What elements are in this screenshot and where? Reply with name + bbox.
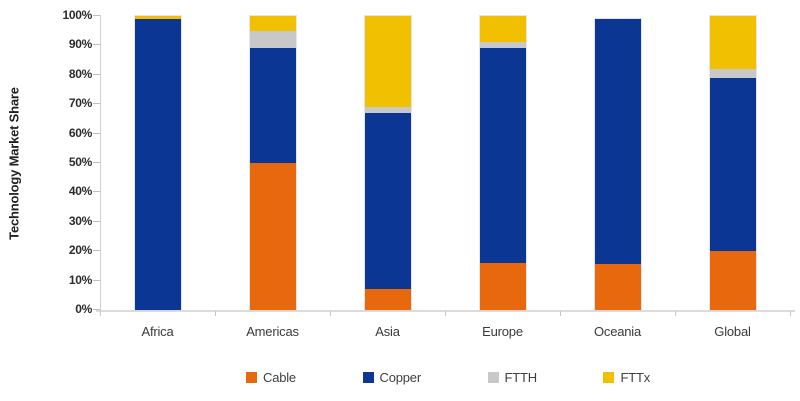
bar-segment-copper: [249, 48, 296, 163]
bar-segment-copper: [594, 18, 641, 265]
y-tick-mark: [93, 103, 100, 105]
y-tick-mark: [93, 309, 100, 310]
legend-label: FTTx: [620, 370, 650, 385]
category-label-global: Global: [714, 324, 751, 339]
y-tick-mark: [93, 191, 100, 193]
bar-segment-cable: [709, 251, 756, 310]
y-tick-label: 30%: [68, 213, 92, 228]
legend-label: FTTH: [504, 370, 538, 385]
category-label-africa: Africa: [141, 324, 174, 339]
category-label-oceania: Oceania: [593, 324, 642, 339]
bar-segment-ftth: [709, 68, 756, 78]
y-tick-mark: [93, 220, 100, 222]
y-tick-mark: [93, 132, 100, 134]
bar-segment-cable: [249, 163, 296, 310]
y-axis-title: Technology Market Share: [6, 87, 22, 240]
y-tick-label: 90%: [68, 37, 92, 52]
y-tick-label: 80%: [68, 66, 92, 81]
y-tick-label: 0%: [75, 302, 92, 316]
bar-segment-ftth: [364, 107, 411, 114]
x-tick-mark: [330, 311, 331, 316]
bar-segment-fttx: [709, 16, 756, 69]
x-tick-mark: [215, 311, 216, 316]
bar-asia: [363, 15, 412, 311]
x-tick-mark: [675, 311, 676, 316]
bar-americas: [248, 15, 297, 311]
y-tick-label: 40%: [68, 184, 92, 199]
bar-segment-fttx: [364, 16, 411, 108]
y-tick-label: 50%: [68, 155, 92, 169]
y-tick-label: 10%: [68, 272, 92, 287]
y-tick-label: 20%: [68, 243, 92, 258]
legend-swatch-ftth-icon: [487, 372, 499, 383]
legend-label: Copper: [379, 370, 422, 385]
bar-segment-copper: [479, 48, 526, 263]
bar-segment-cable: [594, 264, 641, 310]
legend-swatch-cable-icon: [246, 372, 257, 383]
bar-segment-copper: [134, 18, 181, 310]
bar-segment-fttx: [134, 16, 181, 19]
bar-global: [708, 15, 757, 311]
category-label-asia: Asia: [375, 324, 400, 339]
legend-swatch-fttx-icon: [603, 372, 615, 383]
bar-segment-ftth: [479, 42, 526, 49]
y-tick-mark: [93, 162, 100, 163]
y-tick-mark: [93, 250, 100, 252]
legend-item-cable: Cable: [246, 370, 296, 385]
category-label-americas: Americas: [246, 324, 299, 339]
bar-segment-cable: [479, 262, 526, 310]
x-tick-mark: [790, 311, 791, 316]
x-tick-mark: [100, 311, 101, 316]
category-label-europe: Europe: [482, 324, 523, 339]
y-tick-label: 60%: [68, 125, 92, 140]
bar-oceania: [593, 17, 642, 312]
y-tick-mark: [93, 73, 100, 75]
y-tick-label: 100%: [62, 8, 93, 22]
bar-segment-fttx: [249, 16, 296, 31]
y-tick-mark: [93, 44, 100, 46]
bar-segment-copper: [709, 77, 756, 252]
y-tick-label: 70%: [68, 96, 92, 111]
legend-item-fttx: FTTx: [603, 370, 650, 385]
legend-swatch-copper-icon: [362, 372, 374, 383]
legend-item-ftth: FTTH: [487, 370, 538, 385]
y-axis-line: [100, 15, 101, 311]
x-tick-mark: [560, 311, 561, 316]
bar-segment-copper: [364, 113, 411, 290]
legend: Cable Copper FTTH FTTx: [246, 370, 650, 385]
legend-label: Cable: [263, 370, 296, 385]
bar-segment-cable: [364, 289, 411, 310]
bar-segment-ftth: [249, 30, 296, 49]
legend-item-copper: Copper: [362, 370, 422, 385]
bar-europe: [478, 15, 527, 311]
y-tick-mark: [93, 15, 100, 16]
y-tick-mark: [93, 279, 100, 281]
x-tick-mark: [445, 311, 446, 316]
bar-africa: [133, 15, 182, 311]
bar-segment-fttx: [479, 16, 526, 43]
